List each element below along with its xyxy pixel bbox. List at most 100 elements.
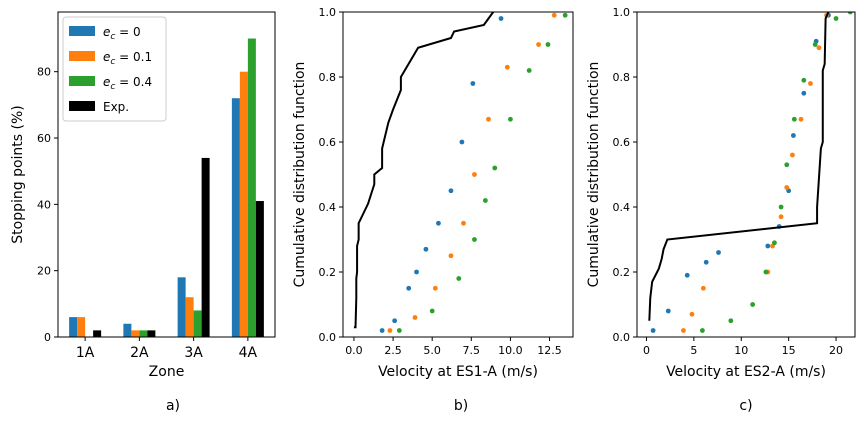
data-point [536, 42, 541, 47]
bar [77, 317, 86, 337]
data-point [778, 204, 784, 210]
data-point [448, 188, 454, 194]
legend-swatch [69, 76, 95, 86]
x-tick-label: 5 [690, 344, 697, 357]
legend-label: ec = 0 [103, 25, 141, 42]
data-point [784, 162, 790, 168]
data-point [429, 308, 435, 314]
x-tick-label: 4A [239, 345, 258, 361]
bar [177, 277, 186, 337]
y-tick-label: 1.0 [319, 6, 337, 19]
plot-frame [57, 11, 276, 338]
bar [255, 201, 264, 337]
data-point [414, 269, 419, 275]
x-tick-label: 15 [782, 344, 796, 357]
y-tick-label: 0.0 [613, 331, 631, 344]
x-tick-label: 3A [184, 345, 203, 361]
data-point [716, 250, 721, 255]
data-point [684, 272, 690, 278]
data-point [778, 214, 784, 220]
data-point [461, 220, 466, 226]
y-tick-label: 0.6 [319, 136, 337, 149]
data-point [472, 237, 477, 242]
x-tick-label: 2.5 [384, 344, 402, 357]
y-tick-label: 0.2 [319, 266, 337, 279]
bar [193, 310, 202, 337]
data-point [392, 318, 398, 324]
legend-swatch [69, 26, 95, 36]
data-point [396, 328, 402, 333]
y-tick-label: 60 [37, 132, 51, 145]
y-tick-label: 0.4 [319, 201, 337, 214]
x-tick-label: 1A [76, 345, 95, 361]
data-point [816, 45, 822, 51]
y-tick-label: 0.4 [613, 201, 631, 214]
data-point [436, 220, 441, 226]
legend-label: Exp. [103, 100, 129, 114]
bar [201, 157, 210, 337]
data-point [551, 12, 557, 18]
bar [93, 330, 102, 337]
data-point [508, 116, 513, 122]
panel-caption: b) [454, 398, 468, 414]
legend-swatch [69, 51, 95, 61]
data-point [703, 259, 709, 265]
data-point [406, 285, 412, 291]
y-tick-label: 0.0 [319, 331, 337, 344]
data-point [482, 198, 488, 203]
bar [123, 323, 132, 337]
data-point [387, 328, 393, 333]
chart-a: 0 20 40 60 80 1A 2A 3A 4A Zone Stopping points (%)… [10, 11, 276, 414]
y-tick-label: 1.0 [613, 6, 631, 19]
plot-frame [342, 11, 574, 338]
data-point [423, 246, 429, 252]
x-tick-label: 5.0 [423, 344, 441, 357]
data-point [801, 90, 807, 96]
x-axis-label: Zone [149, 364, 185, 380]
data-point [459, 139, 465, 145]
data-point [470, 81, 476, 86]
data-point [650, 328, 656, 333]
data-point [772, 240, 777, 246]
x-axis-label: Velocity at ES2-A (m/s) [666, 364, 826, 380]
data-point [448, 253, 454, 259]
data-point [791, 116, 797, 122]
data-point [808, 81, 813, 86]
data-point [790, 152, 795, 158]
chart-b: 0.0 0.2 0.4 0.6 0.8 1.0 0.0 2.5 5.0 7.5 10.0 12.5 Ve… [292, 6, 574, 414]
plot-frame [636, 11, 856, 338]
y-tick-label: 0.2 [613, 266, 631, 279]
bar [147, 330, 156, 337]
y-axis-label: Cumulative distribution function [586, 62, 602, 288]
panel-caption: a) [166, 398, 180, 414]
legend-label: ec = 0.4 [103, 75, 152, 92]
x-tick-label: 10 [734, 344, 748, 357]
data-point [379, 328, 385, 333]
y-tick-label: 80 [37, 66, 51, 79]
bar [131, 330, 140, 337]
x-tick-label: 2A [130, 345, 149, 361]
data-point [504, 64, 510, 70]
x-tick-label: 0.0 [345, 344, 363, 357]
data-point [765, 243, 771, 249]
data-point [763, 269, 769, 275]
bar [231, 98, 240, 337]
y-tick-label: 0.8 [613, 71, 631, 84]
data-point [833, 16, 839, 21]
data-point [545, 42, 551, 47]
series-line [648, 12, 830, 321]
x-tick-label: 0 [643, 344, 650, 357]
x-tick-label: 20 [829, 344, 843, 357]
legend-swatch [69, 101, 95, 111]
data-point [562, 12, 568, 18]
bar [247, 38, 256, 338]
x-tick-label: 12.5 [537, 344, 562, 357]
legend: ec = 0 ec = 0.1 ec = 0.4 Exp. [62, 16, 167, 122]
data-point [700, 285, 706, 291]
data-point [492, 165, 498, 171]
data-point [412, 315, 418, 320]
data-point [728, 318, 734, 324]
data-point [812, 42, 818, 47]
